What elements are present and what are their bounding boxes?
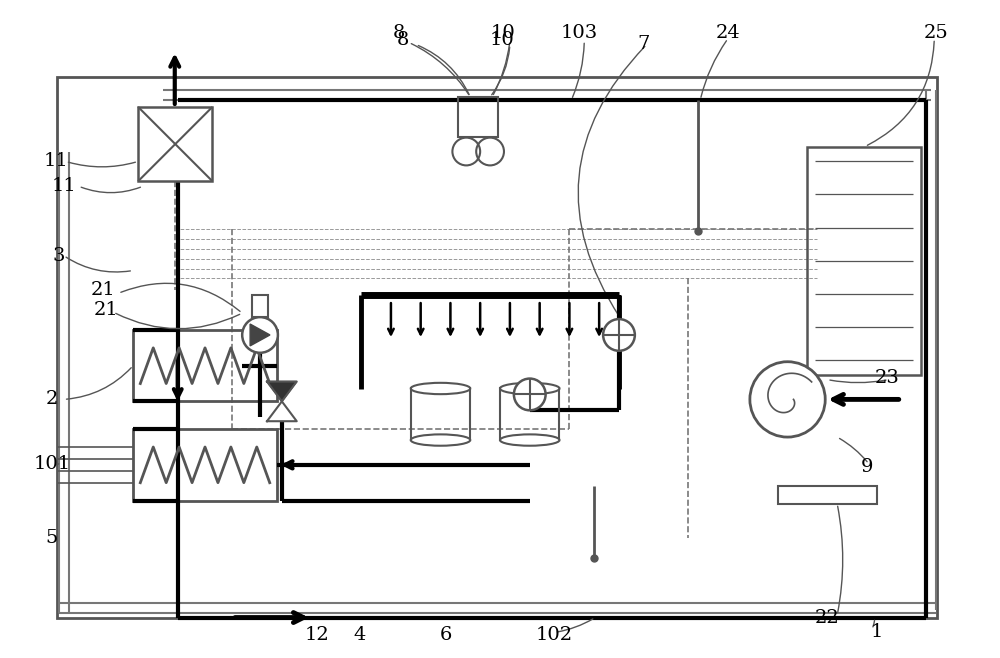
Text: 21: 21 bbox=[94, 301, 119, 319]
Text: 6: 6 bbox=[439, 626, 452, 644]
Circle shape bbox=[750, 362, 825, 437]
Text: 5: 5 bbox=[46, 529, 58, 547]
Text: 8: 8 bbox=[393, 24, 405, 41]
Bar bbox=[778, 486, 877, 503]
Text: 25: 25 bbox=[924, 24, 949, 41]
Bar bbox=[252, 295, 268, 317]
Text: 11: 11 bbox=[43, 153, 68, 170]
Ellipse shape bbox=[500, 383, 559, 394]
Bar bbox=[458, 97, 498, 137]
Bar bbox=[133, 429, 277, 501]
Bar bbox=[807, 147, 921, 374]
Text: 11: 11 bbox=[51, 177, 76, 195]
Ellipse shape bbox=[500, 434, 559, 445]
Bar bbox=[411, 388, 470, 440]
Bar bbox=[138, 107, 212, 181]
Polygon shape bbox=[250, 324, 270, 346]
Circle shape bbox=[514, 378, 546, 411]
Text: 101: 101 bbox=[33, 455, 70, 473]
Ellipse shape bbox=[411, 383, 470, 394]
Circle shape bbox=[242, 317, 278, 353]
Text: 1: 1 bbox=[871, 623, 883, 642]
Text: 102: 102 bbox=[536, 626, 573, 644]
Text: 8: 8 bbox=[397, 32, 409, 49]
Polygon shape bbox=[267, 382, 297, 401]
Bar bbox=[500, 388, 559, 440]
Text: 12: 12 bbox=[304, 626, 329, 644]
Text: 23: 23 bbox=[874, 368, 899, 387]
Text: 7: 7 bbox=[638, 36, 650, 53]
Polygon shape bbox=[267, 401, 297, 421]
Text: 21: 21 bbox=[91, 282, 116, 299]
Text: 3: 3 bbox=[53, 247, 65, 265]
Text: 2: 2 bbox=[46, 390, 58, 409]
Bar bbox=[57, 77, 937, 618]
Text: 103: 103 bbox=[561, 24, 598, 41]
Text: 24: 24 bbox=[716, 24, 740, 41]
Text: 22: 22 bbox=[815, 609, 840, 626]
Text: 10: 10 bbox=[491, 24, 515, 41]
Text: 4: 4 bbox=[353, 626, 365, 644]
Ellipse shape bbox=[411, 434, 470, 445]
Text: 10: 10 bbox=[490, 32, 514, 49]
Circle shape bbox=[603, 319, 635, 351]
Bar bbox=[133, 330, 277, 401]
Text: 9: 9 bbox=[861, 458, 873, 476]
